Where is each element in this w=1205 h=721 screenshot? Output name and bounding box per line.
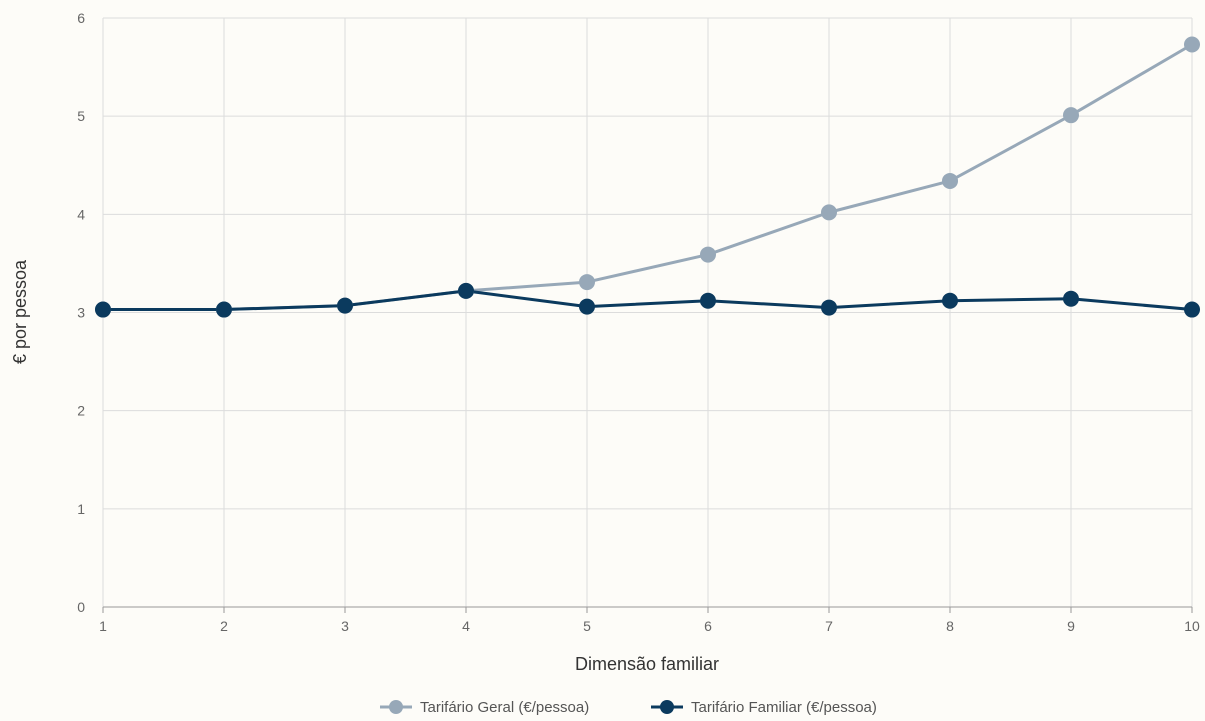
legend-label-geral: Tarifário Geral (€/pessoa) [420,699,589,716]
data-point-series-1[interactable] [579,298,595,315]
y-tick-label: 0 [77,599,85,615]
y-tick-label: 5 [77,108,85,124]
y-tick-label: 4 [77,206,85,222]
data-point-series-0[interactable] [579,274,595,291]
y-axis-title: € por pessoa [10,259,30,364]
data-point-series-1[interactable] [1063,290,1079,307]
legend-swatch-familiar-marker [660,700,674,714]
x-tick-label: 7 [825,618,833,634]
x-tick-label: 2 [220,618,228,634]
data-point-series-0[interactable] [942,172,958,189]
data-point-series-0[interactable] [1184,36,1200,53]
data-point-series-1[interactable] [458,282,474,299]
legend-swatch-geral-marker [389,700,403,714]
legend-item-geral[interactable]: Tarifário Geral (€/pessoa) [380,699,589,716]
x-axis-title: Dimensão familiar [575,654,719,674]
x-tick-label: 8 [946,618,954,634]
legend-item-familiar[interactable]: Tarifário Familiar (€/pessoa) [651,699,877,716]
data-point-series-0[interactable] [821,204,837,221]
data-point-series-1[interactable] [1184,301,1200,318]
data-point-series-1[interactable] [700,292,716,309]
y-tick-label: 3 [77,305,85,321]
y-tick-label: 1 [77,501,85,517]
series-line-1 [103,289,1193,312]
x-tick-label: 6 [704,618,712,634]
x-tick-label: 5 [583,618,591,634]
y-tick-label: 2 [77,403,85,419]
legend-label-familiar: Tarifário Familiar (€/pessoa) [691,699,877,716]
series-lines [103,43,1193,312]
x-tick-label: 4 [462,618,470,634]
data-point-series-0[interactable] [1063,107,1079,124]
y-tick-label: 6 [77,10,85,26]
data-point-series-1[interactable] [821,299,837,316]
data-point-series-0[interactable] [700,246,716,263]
data-point-series-1[interactable] [337,297,353,314]
legend: Tarifário Geral (€/pessoa) Tarifário Fam… [380,699,877,716]
axes [102,606,1193,613]
x-tick-label: 1 [99,618,107,634]
x-tick-label: 9 [1067,618,1075,634]
x-tick-label: 3 [341,618,349,634]
data-point-series-1[interactable] [942,292,958,309]
data-point-series-1[interactable] [216,301,232,318]
x-tick-label: 10 [1184,618,1200,634]
data-point-series-1[interactable] [95,301,111,318]
series-points [95,36,1200,318]
